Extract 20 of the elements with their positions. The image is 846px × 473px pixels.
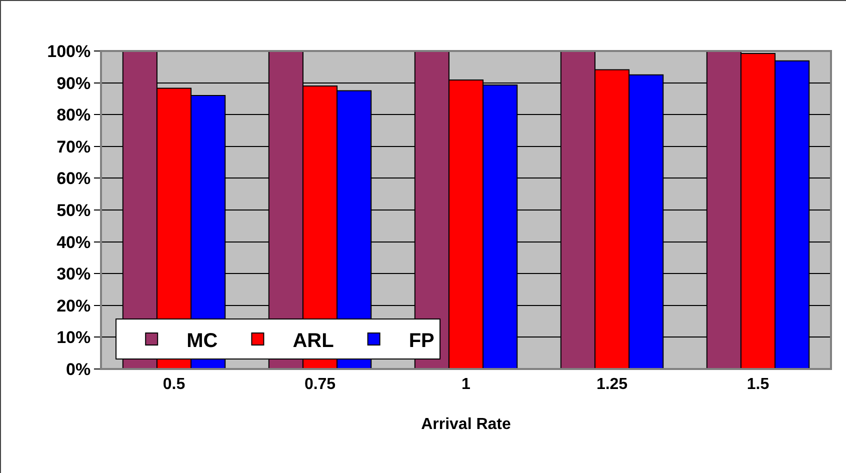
y-tick-label: 10% [56,328,91,348]
legend-label: MC [186,330,218,352]
y-tick-label: 50% [56,200,91,220]
y-tick-label: 90% [56,74,91,93]
legend-label: FP [408,330,434,352]
y-tick-label: 70% [56,137,91,156]
x-tick-label: 0.5 [162,376,186,394]
y-tick-label: 30% [56,264,91,284]
x-tick-label: 1.5 [746,376,770,394]
legend-label: ARL [292,330,334,352]
x-tick-label: 0.75 [304,376,336,394]
y-tick-label: 20% [56,296,91,316]
x-tick-label: 1 [462,376,471,394]
x-tick-label: 1.25 [596,376,628,394]
y-tick-label: 60% [56,169,91,188]
y-tick-label: 40% [56,232,91,252]
y-tick-label: 100% [47,42,91,61]
y-tick-label: 0% [66,360,91,379]
x-axis-title: Arrival Rate [421,416,512,433]
y-tick-label: 80% [56,106,91,125]
